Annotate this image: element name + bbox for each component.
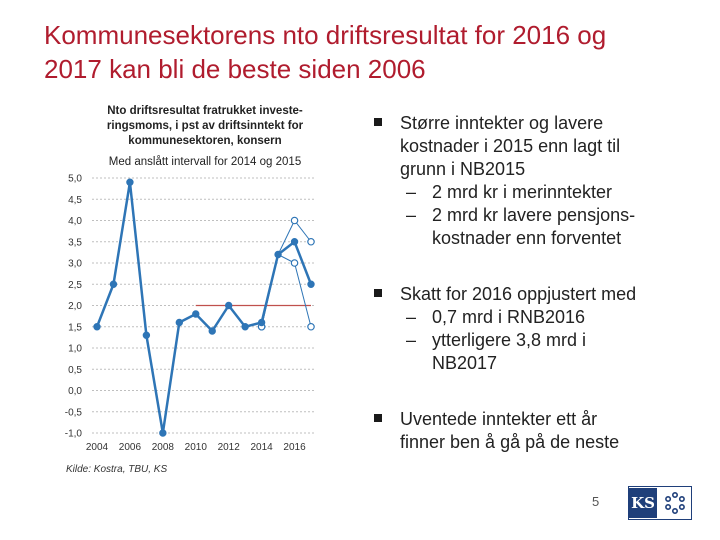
interval-point: [307, 237, 315, 246]
bullet-text-line: kostnader i 2015 enn lagt til: [400, 136, 621, 156]
data-point: [159, 429, 167, 437]
chart-source: Kilde: Kostra, TBU, KS: [66, 464, 168, 475]
x-tick-label: 2006: [119, 442, 142, 453]
interval-point: [307, 322, 315, 331]
y-tick-label: 1,5: [68, 322, 82, 333]
chart-title-line-2: ringsmoms, i pst av driftsinntekt for: [106, 120, 304, 132]
y-tick-label: 2,5: [68, 280, 82, 291]
bullet-marker-icon: [374, 118, 382, 126]
ks-logo: KS: [628, 486, 692, 520]
y-tick-label: 4,5: [68, 195, 82, 206]
bullet-marker-icon: [374, 414, 382, 422]
y-tick-label: 1,0: [68, 344, 82, 355]
y-tick-label: 0,5: [68, 365, 82, 376]
data-point: [274, 250, 282, 259]
y-tick-label: -1,0: [65, 429, 83, 440]
dash-icon: –: [406, 182, 417, 202]
bullet-text-line: Skatt for 2016 oppjustert med: [400, 284, 637, 304]
data-point: [126, 178, 134, 186]
dash-icon: –: [406, 330, 417, 350]
interval-point: [290, 216, 299, 225]
chart-title-line-1: Nto driftsresultat fratrukket investe-: [107, 105, 303, 117]
bullet-text-line: grunn i NB2015: [400, 159, 526, 179]
bullet-item-1: Større inntekter og lavere kostnader i 2…: [372, 112, 702, 250]
chart-subtitle: Med anslått intervall for 2014 og 2015: [108, 156, 302, 168]
chart-title: Nto driftsresultat fratrukket investe- r…: [96, 104, 314, 149]
sub-item: – 0,7 mrd i RNB2016: [400, 306, 702, 329]
data-point: [290, 238, 299, 246]
bullet-marker-icon: [374, 289, 382, 297]
sub-item-text: NB2017: [432, 353, 498, 373]
bullet-text-line: Uventede inntekter ett år: [400, 409, 598, 429]
bullet-item-3: Uventede inntekter ett år finner ben å g…: [372, 408, 702, 454]
data-point: [175, 318, 184, 327]
y-tick-label: 2,0: [68, 301, 82, 312]
y-tick-label: -0,5: [65, 407, 83, 418]
x-tick-label: 2012: [218, 442, 241, 453]
data-point: [109, 280, 118, 288]
dash-icon: –: [406, 205, 417, 225]
sub-item: – 2 mrd kr lavere pensjons- kostnader en…: [400, 204, 702, 250]
x-tick-label: 2010: [185, 442, 208, 453]
data-point: [208, 327, 216, 335]
sub-item-text: 0,7 mrd i RNB2016: [432, 307, 586, 327]
bullet-item-2: Skatt for 2016 oppjustert med – 0,7 mrd …: [372, 283, 702, 375]
x-tick-label: 2008: [152, 442, 175, 453]
data-point: [142, 331, 151, 339]
interval-point: [290, 259, 299, 267]
data-point: [241, 323, 249, 331]
data-point: [192, 310, 200, 318]
sub-item: – 2 mrd kr i merinntekter: [400, 181, 702, 204]
y-tick-label: 4,0: [68, 216, 82, 227]
bullet-list: Større inntekter og lavere kostnader i 2…: [372, 112, 702, 454]
sub-item-text: ytterligere 3,8 mrd i: [432, 330, 587, 350]
page-number: 5: [592, 494, 600, 509]
interval-line: [261, 253, 312, 327]
emblem-icon: [665, 491, 685, 514]
x-tick-label: 2004: [86, 442, 109, 453]
x-tick-label: 2016: [283, 442, 306, 453]
y-tick-label: 3,5: [68, 237, 82, 248]
y-tick-label: 3,0: [68, 259, 82, 270]
slide-title-line-1: Kommunesektorens nto driftsresultat for …: [44, 20, 607, 50]
y-tick-label: 5,0: [68, 174, 82, 185]
x-tick-label: 2014: [250, 442, 273, 453]
data-point: [93, 323, 101, 331]
data-point: [224, 301, 233, 310]
bullet-text-line: finner ben å gå på de neste: [400, 432, 620, 452]
slide-title: Kommunesektorens nto driftsresultat for …: [44, 18, 684, 86]
y-tick-label: 0,0: [68, 386, 82, 397]
series-line: [95, 182, 313, 434]
data-point: [307, 280, 315, 288]
slide-title-line-2: 2017 kan bli de beste siden 2006: [44, 54, 426, 84]
interval-line: [261, 219, 312, 327]
sub-item: – ytterligere 3,8 mrd i NB2017: [400, 329, 702, 375]
logo-text: KS: [629, 488, 657, 518]
bullet-text-line: Større inntekter og lavere: [400, 113, 604, 133]
sub-item-text: kostnader enn forventet: [432, 228, 622, 248]
data-point: [257, 318, 266, 327]
sub-item-text: 2 mrd kr lavere pensjons-: [432, 205, 636, 225]
dash-icon: –: [406, 307, 417, 327]
sub-item-text: 2 mrd kr i merinntekter: [432, 182, 613, 202]
chart-title-line-3: kommunesektoren, konsern: [128, 135, 282, 147]
